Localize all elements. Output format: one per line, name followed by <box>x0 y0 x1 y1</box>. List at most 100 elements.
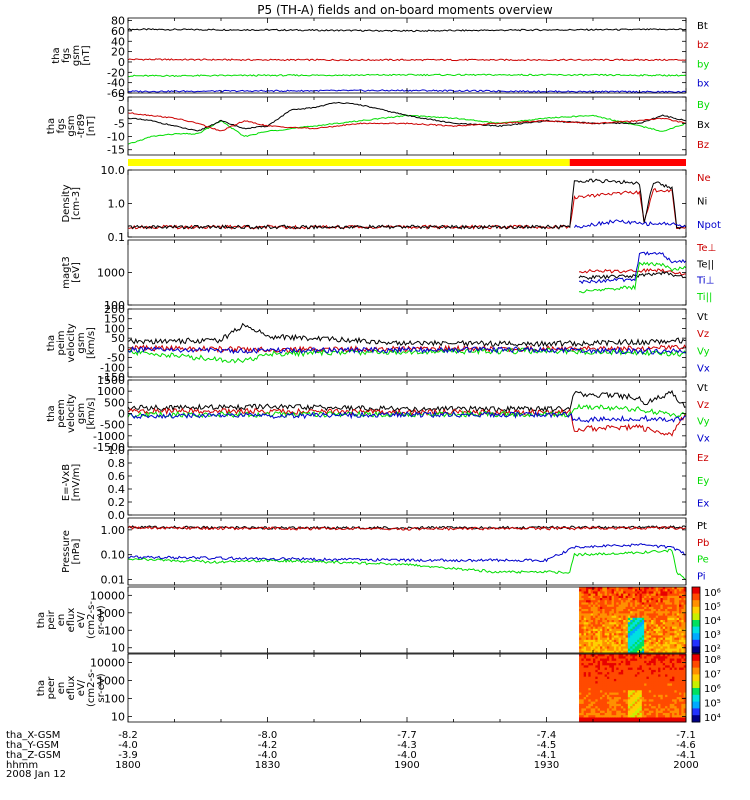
heatmap-cell <box>593 654 596 657</box>
heatmap-cell <box>620 683 624 687</box>
heatmap-cell <box>658 717 661 721</box>
heatmap-cell <box>672 706 675 709</box>
heatmap-cell <box>672 600 675 603</box>
heatmap-cell <box>625 683 629 687</box>
heatmap-cell <box>588 609 592 612</box>
colorbar-segment <box>692 708 700 716</box>
heatmap-cell <box>662 678 666 682</box>
heatmap-cell <box>679 672 682 675</box>
heatmap-cell <box>616 663 620 666</box>
heatmap-cell <box>679 665 682 669</box>
heatmap-cell <box>639 694 643 698</box>
heatmap-cell <box>648 595 652 599</box>
heatmap-cell <box>627 717 631 721</box>
heatmap-cell <box>637 602 640 606</box>
heatmap-cell <box>662 613 666 617</box>
heatmap-cell <box>655 620 659 623</box>
heatmap-cell <box>651 646 654 650</box>
heatmap-cell <box>583 591 587 595</box>
heatmap-cell <box>593 681 596 684</box>
heatmap-cell <box>609 703 613 707</box>
heatmap-cell <box>618 613 622 617</box>
heatmap-cell <box>632 611 636 614</box>
heatmap-cell <box>618 624 622 628</box>
heatmap-cell <box>588 600 592 603</box>
heatmap-cell <box>683 703 687 707</box>
heatmap-cell <box>586 595 589 599</box>
heatmap-cell <box>681 617 685 621</box>
heatmap-cell <box>660 685 664 689</box>
heatmap-cell <box>683 615 687 619</box>
heatmap-cell <box>637 656 640 660</box>
heatmap-cell <box>662 676 666 680</box>
heatmap-cell <box>625 699 629 703</box>
heatmap-cell <box>583 635 587 639</box>
heatmap-cell <box>648 692 652 696</box>
heatmap-cell <box>609 708 613 712</box>
heatmap-cell <box>646 672 650 675</box>
heatmap-cell <box>669 639 673 643</box>
heatmap-cell <box>644 646 647 650</box>
heatmap-cell <box>611 600 615 603</box>
heatmap-cell <box>644 706 647 709</box>
heatmap-cell <box>623 606 627 610</box>
heatmap-cell <box>655 694 659 698</box>
heatmap-cell <box>590 703 594 707</box>
heatmap-cell <box>627 708 631 712</box>
heatmap-cell <box>674 694 678 698</box>
heatmap-cell <box>599 654 603 657</box>
heatmap-cell <box>660 669 664 673</box>
heatmap-cell <box>681 595 685 599</box>
series-line-Vt <box>127 389 687 413</box>
heatmap-cell <box>593 613 596 617</box>
heatmap-cell <box>611 644 615 647</box>
heatmap-cell <box>627 690 631 694</box>
heatmap-cell <box>583 626 587 630</box>
heatmap-cell <box>658 678 661 682</box>
heatmap-cell <box>679 701 682 705</box>
heatmap-cell <box>644 683 647 687</box>
heatmap-cell <box>641 715 645 718</box>
heatmap-cell <box>653 699 657 703</box>
heatmap-cell <box>662 656 666 660</box>
heatmap-cell <box>660 626 664 630</box>
heatmap-cell <box>683 656 687 660</box>
heatmap-cell <box>611 660 615 664</box>
heatmap-cell <box>676 620 680 623</box>
heatmap-cell <box>676 660 680 664</box>
heatmap-cell <box>658 672 661 675</box>
heatmap-cell <box>606 667 610 671</box>
heatmap-cell <box>618 595 622 599</box>
heatmap-cell <box>681 676 685 680</box>
heatmap-cell <box>662 611 666 614</box>
legend-label: bz <box>697 40 709 51</box>
heatmap-cell <box>658 622 661 625</box>
heatmap-cell <box>637 650 640 654</box>
heatmap-cell <box>625 710 629 714</box>
heatmap-cell <box>632 606 636 610</box>
heatmap-cell <box>618 587 622 590</box>
series-line-Vy <box>127 403 687 419</box>
heatmap-cell <box>660 611 664 614</box>
heatmap-cell <box>674 626 678 630</box>
heatmap-cell <box>625 602 629 606</box>
series-line-Vz <box>127 344 687 354</box>
heatmap-cell <box>623 672 627 675</box>
heatmap-cell <box>579 617 582 621</box>
y-axis-label: eV/ <box>76 611 87 628</box>
heatmap-cell <box>625 587 629 590</box>
heatmap-cell <box>581 587 585 590</box>
heatmap-cell <box>627 678 631 682</box>
heatmap-cell <box>599 631 603 634</box>
y-axis-label: Density <box>61 184 72 222</box>
heatmap-cell <box>588 633 592 636</box>
heatmap-cell <box>590 685 594 689</box>
heatmap-cell <box>597 699 601 703</box>
heatmap-cell <box>583 715 587 718</box>
heatmap-cell <box>681 650 685 654</box>
heatmap-cell <box>625 692 629 696</box>
heatmap-cell <box>583 620 587 623</box>
heatmap-cell <box>597 604 601 608</box>
heatmap-cell <box>583 631 587 634</box>
